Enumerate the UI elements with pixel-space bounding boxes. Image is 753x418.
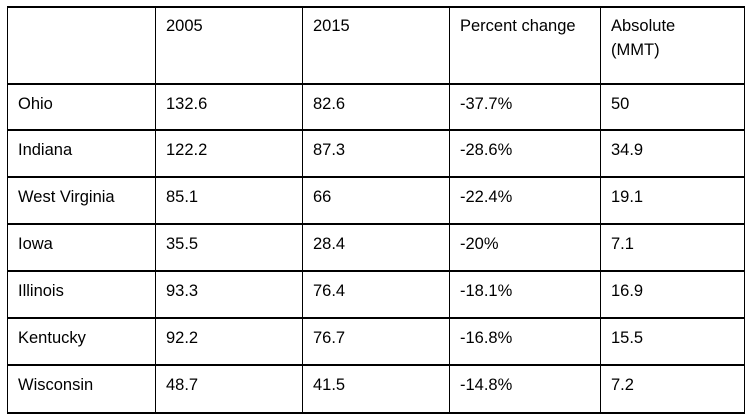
header-absolute-line1: Absolute [611,17,676,35]
cell-state: Illinois [7,270,156,319]
header-cell-2015: 2015 [302,6,450,85]
header-cell-state [7,6,156,85]
header-absolute-line2: (MMT) [611,41,660,59]
cell-2015: 82.6 [302,83,450,131]
header-row: 2005 2015 Percent change Absolute (MMT) [7,6,745,85]
table-row: Ohio 132.6 82.6 -37.7% 50 [7,83,745,131]
cell-2005: 122.2 [155,129,303,178]
cell-percent-change: -20% [449,223,601,272]
cell-2005: 132.6 [155,83,303,131]
header-cell-absolute: Absolute (MMT) [600,6,745,85]
cell-2015: 87.3 [302,129,450,178]
cell-percent-change: -14.8% [449,364,601,414]
cell-2005: 48.7 [155,364,303,414]
cell-percent-change: -18.1% [449,270,601,319]
cell-2005: 93.3 [155,270,303,319]
cell-2005: 35.5 [155,223,303,272]
cell-absolute: 34.9 [600,129,745,178]
table-row: Wisconsin 48.7 41.5 -14.8% 7.2 [7,364,745,414]
cell-percent-change: -37.7% [449,83,601,131]
cell-2015: 66 [302,176,450,225]
cell-absolute: 19.1 [600,176,745,225]
cell-percent-change: -16.8% [449,317,601,366]
cell-2015: 28.4 [302,223,450,272]
cell-absolute: 16.9 [600,270,745,319]
cell-state: Iowa [7,223,156,272]
header-cell-percent-change: Percent change [449,6,601,85]
cell-2015: 76.7 [302,317,450,366]
cell-absolute: 15.5 [600,317,745,366]
table-row: West Virginia 85.1 66 -22.4% 19.1 [7,176,745,225]
cell-state: West Virginia [7,176,156,225]
cell-2005: 85.1 [155,176,303,225]
cell-2005: 92.2 [155,317,303,366]
table-row: Iowa 35.5 28.4 -20% 7.1 [7,223,745,272]
header-cell-2005: 2005 [155,6,303,85]
table-row: Kentucky 92.2 76.7 -16.8% 15.5 [7,317,745,366]
cell-percent-change: -22.4% [449,176,601,225]
cell-state: Wisconsin [7,364,156,414]
cell-2015: 41.5 [302,364,450,414]
data-table: 2005 2015 Percent change Absolute (MMT) … [7,6,745,414]
table-row: Illinois 93.3 76.4 -18.1% 16.9 [7,270,745,319]
cell-absolute: 7.1 [600,223,745,272]
cell-state: Indiana [7,129,156,178]
table-row: Indiana 122.2 87.3 -28.6% 34.9 [7,129,745,178]
cell-state: Ohio [7,83,156,131]
cell-percent-change: -28.6% [449,129,601,178]
cell-absolute: 7.2 [600,364,745,414]
cell-2015: 76.4 [302,270,450,319]
cell-absolute: 50 [600,83,745,131]
cell-state: Kentucky [7,317,156,366]
